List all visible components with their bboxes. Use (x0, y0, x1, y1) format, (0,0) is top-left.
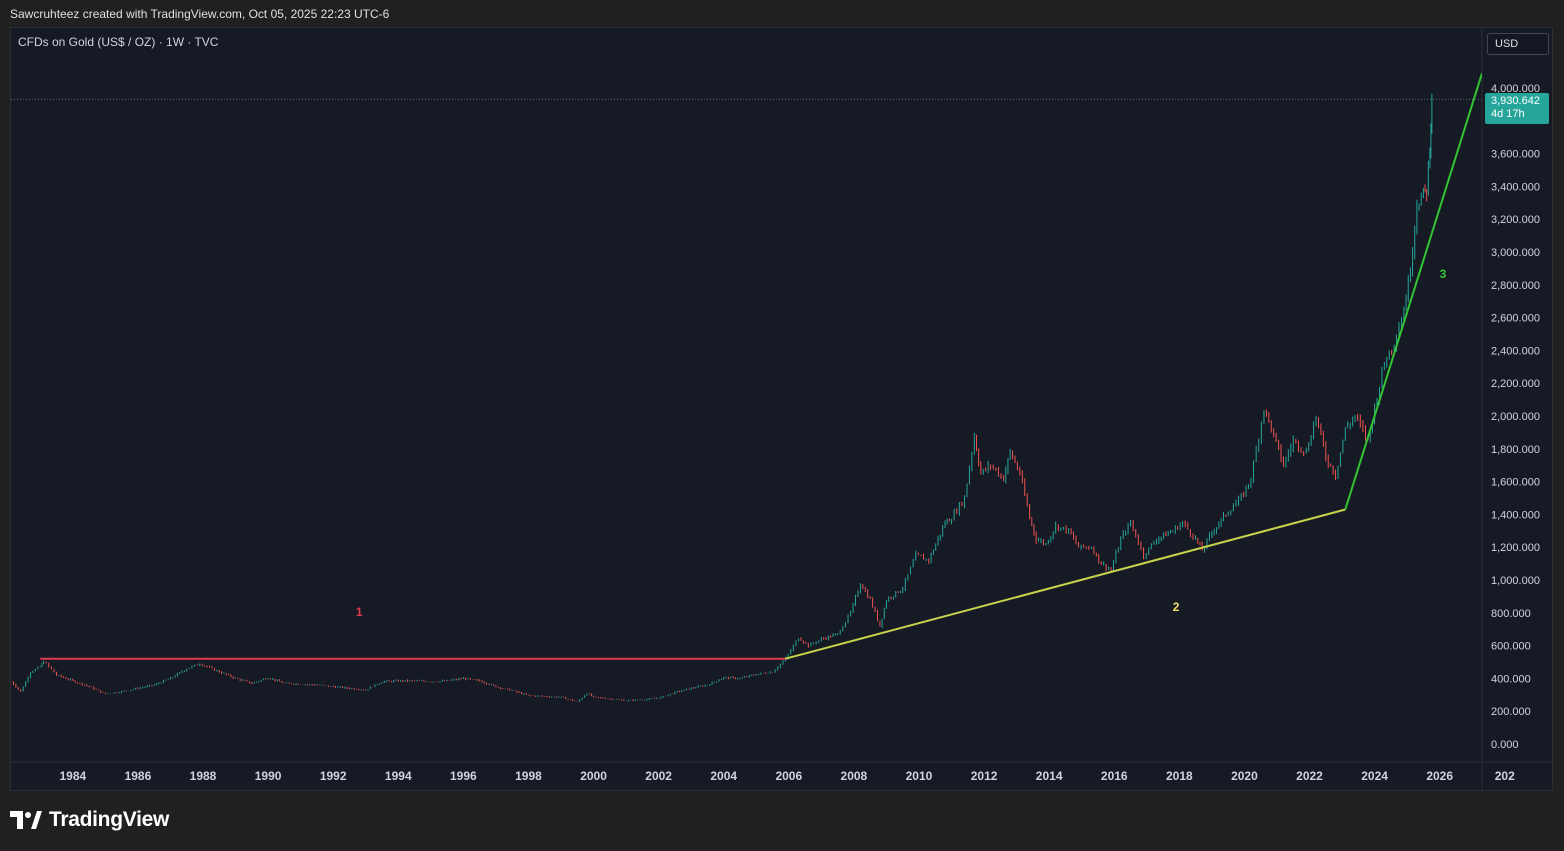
y-tick-label: 200.000 (1491, 706, 1531, 718)
x-tick-label: 1990 (255, 769, 282, 783)
y-tick-label: 3,200.000 (1491, 214, 1540, 226)
y-tick-label: 2,200.000 (1491, 378, 1540, 390)
y-tick-label: 2,400.000 (1491, 345, 1540, 357)
x-tick-label: 2008 (841, 769, 868, 783)
wave-label-2: 2 (1173, 600, 1180, 614)
y-tick-label: 1,800.000 (1491, 444, 1540, 456)
x-tick-label: 2014 (1036, 769, 1063, 783)
chart-panel[interactable] (10, 27, 1553, 791)
y-tick-label: 400.000 (1491, 673, 1531, 685)
x-tick-label: 2016 (1101, 769, 1128, 783)
tradingview-logo-icon (10, 811, 42, 829)
x-tick-label: 2020 (1231, 769, 1258, 783)
y-tick-label: 1,000.000 (1491, 575, 1540, 587)
x-tick-label: 1986 (125, 769, 152, 783)
x-tick-label: 2000 (580, 769, 607, 783)
y-tick-label: 2,000.000 (1491, 411, 1540, 423)
y-tick-label: 800.000 (1491, 608, 1531, 620)
x-tick-label: 2022 (1296, 769, 1323, 783)
x-tick-label: 2006 (775, 769, 802, 783)
y-tick-label: 0.000 (1491, 739, 1519, 751)
x-tick-label: 2004 (710, 769, 737, 783)
y-tick-label: 3,000.000 (1491, 247, 1540, 259)
wave-label-3: 3 (1440, 267, 1447, 281)
x-tick-label: 1998 (515, 769, 542, 783)
symbol-label[interactable]: CFDs on Gold (US$ / OZ) · 1W · TVC (18, 35, 219, 49)
x-tick-label: 202 (1495, 769, 1515, 783)
y-tick-label: 600.000 (1491, 641, 1531, 653)
brand-name: TradingView (49, 808, 170, 831)
bar-countdown: 4d 17h (1491, 108, 1525, 120)
trendline-2 (785, 508, 1346, 660)
x-tick-label: 2018 (1166, 769, 1193, 783)
y-tick-label: 3,400.000 (1491, 181, 1540, 193)
x-tick-label: 1996 (450, 769, 477, 783)
y-tick-label: 1,200.000 (1491, 542, 1540, 554)
x-tick-label: 2010 (906, 769, 933, 783)
y-tick-label: 1,400.000 (1491, 509, 1540, 521)
x-tick-label: 1988 (190, 769, 217, 783)
trendline-3 (1344, 72, 1482, 510)
wave-label-1: 1 (356, 605, 363, 619)
x-tick-label: 1994 (385, 769, 412, 783)
y-tick-label: 1,600.000 (1491, 477, 1540, 489)
y-tick-label: 3,600.000 (1491, 149, 1540, 161)
y-tick-label: 4,000.000 (1491, 83, 1540, 95)
x-tick-label: 2002 (645, 769, 672, 783)
chart-attribution: Sawcruhteez created with TradingView.com… (10, 7, 390, 21)
currency-selector-button[interactable]: USD (1487, 33, 1549, 55)
tradingview-brand[interactable]: TradingView (10, 808, 169, 832)
x-tick-label: 1992 (320, 769, 347, 783)
last-price-value: 3,930.642 (1491, 95, 1540, 107)
x-tick-label: 2024 (1361, 769, 1388, 783)
x-tick-label: 2026 (1426, 769, 1453, 783)
last-price-tag: 3,930.642 4d 17h (1485, 93, 1549, 124)
y-tick-label: 2,800.000 (1491, 280, 1540, 292)
x-tick-label: 2012 (971, 769, 998, 783)
plot-area (11, 72, 1482, 702)
y-tick-label: 2,600.000 (1491, 313, 1540, 325)
x-tick-label: 1984 (59, 769, 86, 783)
